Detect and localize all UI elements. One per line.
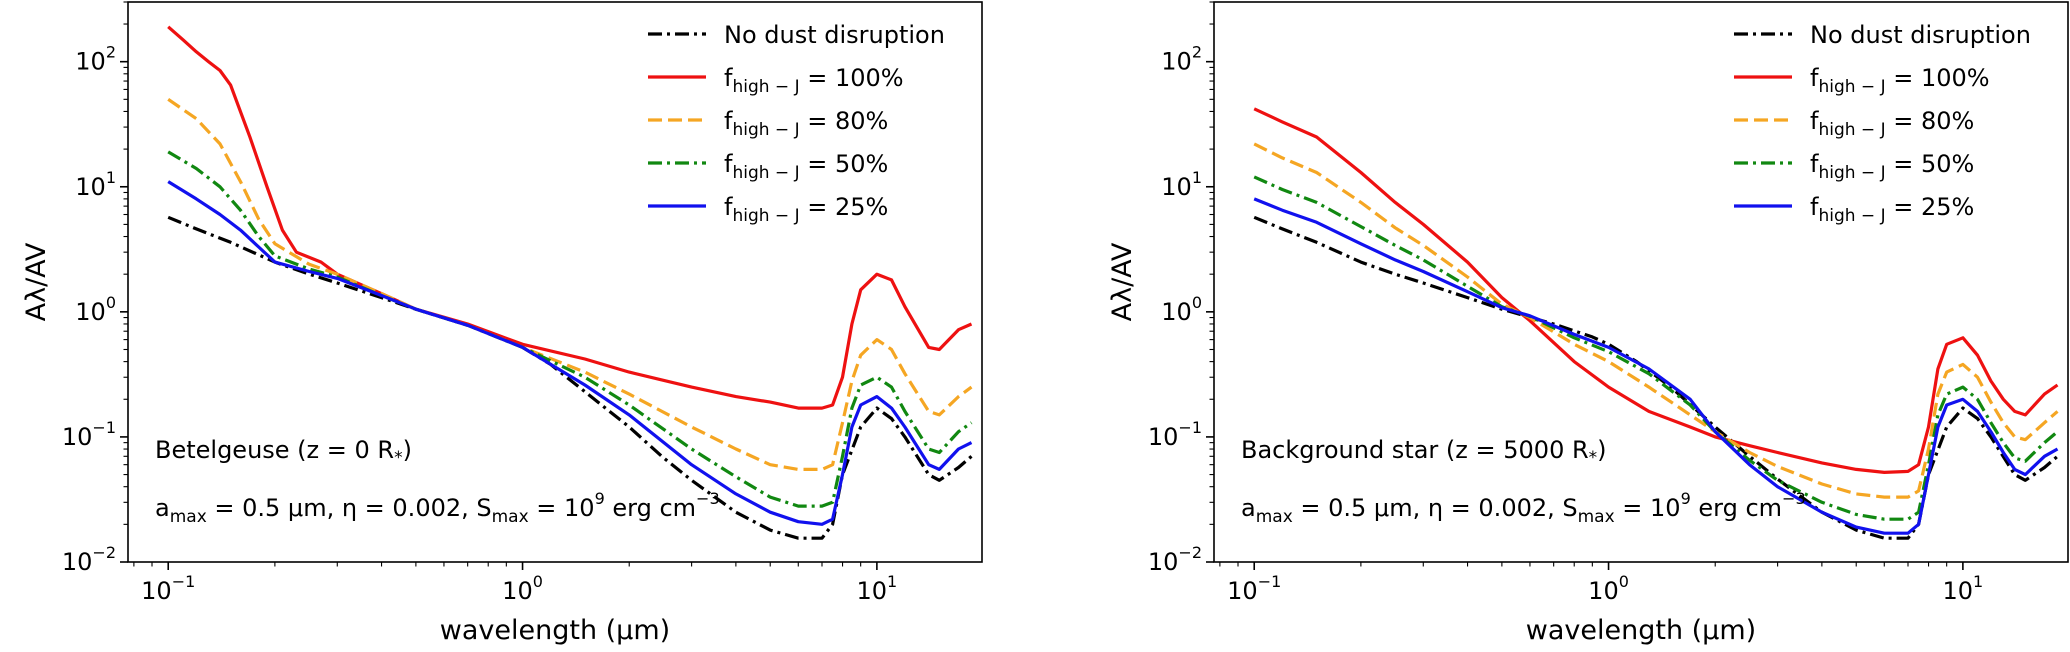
legend-label-2: fhigh − J = 100%: [1810, 64, 1990, 97]
series-line-2: [167, 25, 973, 410]
chart-panel-1: 10−1 100 101 10−2 10−1 100 101 102 wavelength (μ…: [21, 1, 983, 646]
y-tick-label: 10−2: [62, 543, 116, 576]
legend-label-3: fhigh − J = 80%: [1810, 107, 1974, 140]
legend-label-3: fhigh − J = 80%: [724, 107, 888, 140]
series-line-5: [167, 180, 973, 526]
y-tick-label: 100: [1161, 293, 1202, 326]
legend-label-5: fhigh − J = 25%: [724, 193, 888, 226]
plot-frame: [127, 1, 983, 563]
series-line-4: [1253, 175, 2059, 521]
series-line-1: [167, 215, 973, 540]
y-tick-label: 102: [75, 43, 116, 76]
x-tick-label: 10−1: [141, 572, 195, 605]
x-axis-label: wavelength (μm): [1526, 615, 1756, 646]
annotation-params: amax = 0.5 μm, η = 0.002, Smax = 109 erg…: [155, 489, 720, 527]
y-tick-label: 10−1: [1148, 418, 1202, 451]
legend-label-4: fhigh − J = 50%: [1810, 150, 1974, 183]
series-line-1: [1253, 215, 2059, 540]
series-group: [1253, 107, 2059, 540]
series-group: [167, 25, 973, 540]
legend-label-1: No dust disruption: [1810, 21, 2031, 49]
annotation-params: amax = 0.5 μm, η = 0.002, Smax = 109 erg…: [1241, 489, 1806, 527]
series-line-3: [1253, 142, 2059, 499]
plot-frame: [1213, 1, 2069, 563]
y-axis-label: Aλ/AV: [1107, 242, 1138, 321]
x-axis-label: wavelength (μm): [440, 615, 670, 646]
y-tick-label: 102: [1161, 43, 1202, 76]
series-line-4: [167, 150, 973, 508]
annotation-source: Background star (z = 5000 R*): [1241, 436, 1607, 468]
y-tick-label: 101: [1161, 168, 1202, 201]
y-tick-label: 100: [75, 293, 116, 326]
x-tick-label: 100: [1588, 572, 1629, 605]
legend: No dust disruption fhigh − J = 100% fhigh …: [1734, 21, 2031, 226]
legend-label-2: fhigh − J = 100%: [724, 64, 904, 97]
x-tick-label: 10−1: [1227, 572, 1281, 605]
x-tick-label: 100: [502, 572, 543, 605]
legend-label-4: fhigh − J = 50%: [724, 150, 888, 183]
chart-panel-2: 10−1 100 101 10−2 10−1 100 101 102 wavelength (μ…: [1107, 1, 2069, 646]
series-line-3: [167, 97, 973, 471]
x-tick-label: 101: [857, 572, 898, 605]
legend: No dust disruption fhigh − J = 100% fhigh …: [648, 21, 945, 226]
y-axis-label: Aλ/AV: [21, 242, 52, 321]
x-tick-label: 101: [1943, 572, 1984, 605]
y-tick-label: 10−1: [62, 418, 116, 451]
annotation-source: Betelgeuse (z = 0 R*): [155, 436, 412, 468]
legend-label-5: fhigh − J = 25%: [1810, 193, 1974, 226]
y-tick-label: 101: [75, 168, 116, 201]
legend-label-1: No dust disruption: [724, 21, 945, 49]
series-line-5: [1253, 197, 2059, 535]
series-line-2: [1253, 107, 2059, 474]
y-tick-label: 10−2: [1148, 543, 1202, 576]
